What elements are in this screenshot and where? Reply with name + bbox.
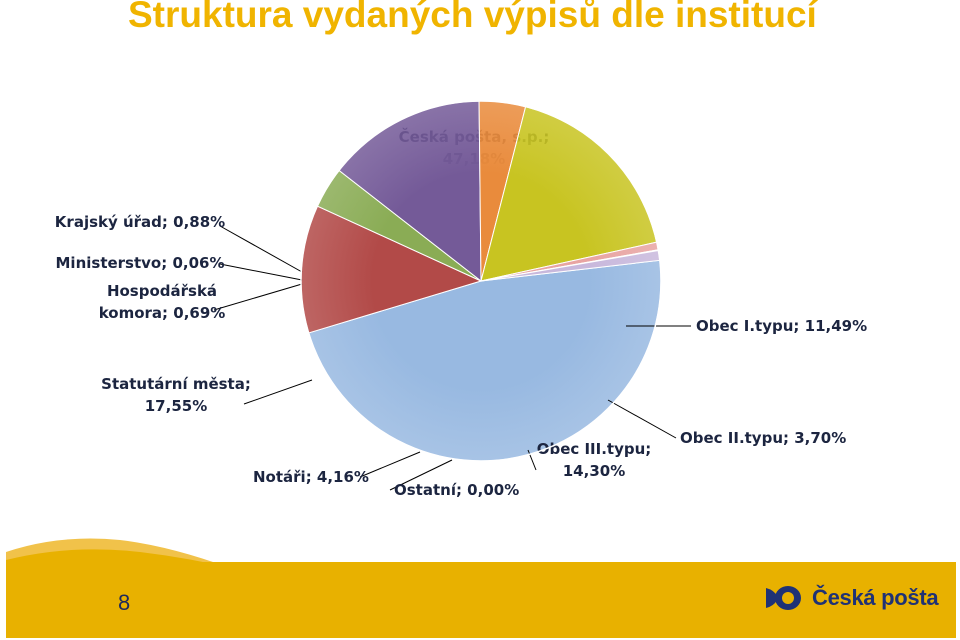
leader-line <box>213 283 303 311</box>
brand-logo: Česká pošta <box>764 584 939 612</box>
leader-line <box>243 379 313 405</box>
leader-line <box>527 449 537 471</box>
leader-line <box>607 399 677 439</box>
brand-name: Česká pošta <box>812 585 939 610</box>
slice-label: Obec III.typu; 14,30% <box>537 440 652 480</box>
leader-line <box>389 459 453 491</box>
leader-line <box>219 263 303 281</box>
leader-line <box>219 225 303 273</box>
slice-label: Obec II.typu; 3,70% <box>680 429 846 447</box>
page-number: 8 <box>118 590 131 615</box>
leader-line <box>359 451 421 478</box>
pie-rim <box>300 100 662 462</box>
post-horn-icon <box>766 586 801 610</box>
slice-label: Notáři; 4,16% <box>253 468 369 486</box>
slice-label: Krajský úřad; 0,88% <box>55 213 225 231</box>
slice-label: Obec I.typu; 11,49% <box>696 317 867 335</box>
slice-label: Statutární města; 17,55% <box>101 375 251 415</box>
pie-chart: Česká pošta, s.p.;47,18%Obec I.typu; 11,… <box>55 100 867 499</box>
slide-title: Struktura vydaných výpisů dle institucí <box>128 0 817 35</box>
slice-label: Ostatní; 0,00% <box>394 481 519 499</box>
slice-label: Ministerstvo; 0,06% <box>56 254 225 272</box>
slice-label: Hospodářská komora; 0,69% <box>99 282 226 322</box>
